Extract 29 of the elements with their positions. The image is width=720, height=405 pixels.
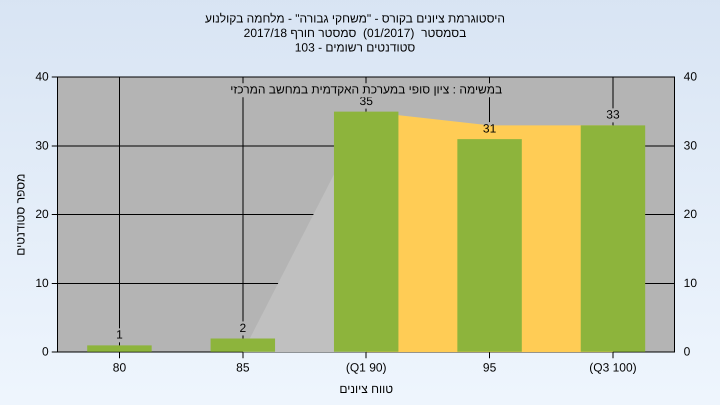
bar [457,139,522,352]
data-label: 31 [482,121,497,136]
y2-tick-label: 20 [684,207,698,222]
annotation: במשימה : ציון סופי במערכת האקדמית במחשב המרכזי [230,82,502,97]
y2-tick-label: 10 [684,276,698,290]
x-tick-label: 80 [112,360,126,375]
data-label: 2 [239,320,246,335]
bar [580,125,646,352]
y-tick-label: 40 [35,70,50,84]
x-tick-label: (Q3 100) [589,360,637,375]
y-tick-label: 10 [35,276,50,290]
chart-subtitle: בסמסטר (01/2017) סמסטר חורף 2017/18 סטודנטים רשומים - 103 [244,26,466,54]
y-tick-label: 0 [42,344,50,359]
chart-title: היסטוגרמת ציונים בקורס - "משחקי גבורה" - מלחמה בקולנוע [205,12,505,26]
y-tick-label: 30 [35,138,50,152]
y2-tick-label: 30 [684,138,698,152]
data-label: 1 [116,328,124,342]
y2-tick-label: 0 [684,344,691,359]
data-label: 35 [360,94,374,108]
y-axis-title: מספר סטודנטים [14,174,28,256]
bar [210,338,276,352]
bar [87,345,152,352]
x-tick-label: 85 [236,360,250,375]
data-label: 33 [606,108,620,122]
x-tick-label: (Q1 90) [346,360,387,375]
x-axis-title: טווח ציונים [339,382,394,396]
y2-tick-label: 40 [684,70,698,84]
x-tick-label: 95 [482,360,497,375]
y-tick-label: 20 [35,207,50,222]
